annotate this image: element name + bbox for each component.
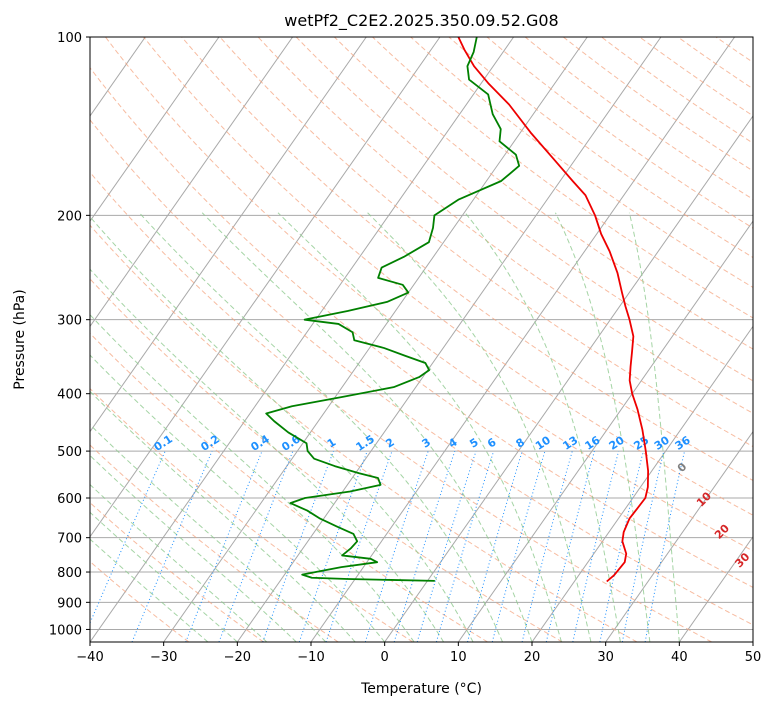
y-tick-label: 200 [57, 209, 82, 224]
dewpoint-profile-line [265, 37, 521, 582]
isotherm-line [678, 535, 753, 642]
y-axis-label: Pressure (hPa) [12, 289, 28, 389]
dry-adiabat-line [143, 37, 753, 516]
moist-adiabat-line [90, 538, 209, 642]
y-tick-label: 900 [57, 596, 82, 611]
mixing-ratio-line [218, 450, 294, 642]
moist-adiabat-line [90, 216, 474, 642]
dry-adiabat-line [295, 37, 753, 382]
plot-area: 0.10.20.40.611.523456810131620253036-100… [90, 37, 753, 642]
mixing-ratio-line [521, 450, 573, 642]
x-tick-label: 50 [745, 650, 762, 665]
isotherm-line [605, 430, 753, 642]
moist-adiabat-line [90, 511, 238, 642]
isotherm-line [90, 37, 367, 433]
isotherm-line [163, 37, 588, 642]
x-tick-label: −10 [297, 650, 324, 665]
plot-frame [89, 36, 754, 643]
mixing-ratio-lines [90, 450, 686, 642]
x-tick-label: 20 [524, 650, 541, 665]
isotherm-line [457, 220, 753, 642]
y-tick-label: 600 [57, 492, 82, 507]
dry-adiabat-line [90, 119, 753, 626]
mixing-ratio-line [644, 450, 686, 642]
isotherm-line [531, 325, 753, 642]
mixing-ratio-line [491, 450, 546, 642]
y-tick-label: 700 [57, 532, 82, 547]
dry-adiabat-line [90, 444, 339, 642]
moist-adiabat-line [201, 212, 533, 642]
dry-adiabat-line [448, 37, 753, 259]
dry-adiabat-line [90, 171, 712, 642]
moist-adiabat-line [367, 212, 592, 642]
dry-adiabat-line [524, 37, 753, 200]
dry-adiabat-line [90, 67, 753, 588]
moist-adiabat-line [628, 212, 680, 642]
moist-adiabat-line [90, 314, 415, 642]
dry-adiabat-line [90, 278, 563, 642]
moist-adiabat-lines [90, 212, 680, 642]
y-tick-label: 1000 [49, 623, 82, 638]
y-axis-ticks: 100 200 300 400 500 600 700 800 900 1000 [49, 31, 90, 638]
x-tick-label: 30 [597, 650, 614, 665]
dry-adiabat-line [219, 37, 753, 448]
x-axis-ticks: −40 −30 −20 −10 0 10 20 30 40 50 [76, 642, 761, 665]
chart-title: wetPf2_C2E2.2025.350.09.52.G08 [284, 11, 558, 31]
dry-adiabat-line [90, 501, 264, 642]
x-tick-label: 10 [450, 650, 467, 665]
isotherm-line [384, 115, 753, 642]
dry-adiabat-line [105, 37, 753, 552]
dry-adiabat-line [563, 37, 753, 172]
mixing-ratio-line [262, 450, 334, 642]
mixing-ratio-line [621, 450, 665, 642]
y-tick-label: 500 [57, 445, 82, 460]
isotherm-lines [90, 37, 753, 642]
y-tick-label: 100 [57, 31, 82, 46]
moist-adiabat-line [90, 483, 268, 642]
isotherm-line [90, 37, 294, 328]
dry-adiabat-line [90, 332, 488, 642]
isotherm-line [90, 37, 220, 223]
x-tick-label: −30 [150, 650, 177, 665]
dry-adiabat-line [372, 37, 753, 319]
moist-adiabat-line [90, 390, 356, 642]
isotherm-line [90, 37, 441, 538]
isotherm-line [310, 37, 736, 642]
y-tick-label: 800 [57, 566, 82, 581]
dry-adiabat-line [334, 37, 753, 350]
mixing-ratio-line [545, 450, 595, 642]
isobar-lines [90, 37, 753, 630]
mixing-ratio-line [131, 450, 213, 642]
x-axis-label: Temperature (°C) [360, 681, 482, 697]
isotherm-line [236, 37, 662, 642]
moist-adiabat-line [138, 212, 503, 642]
dry-adiabat-lines [90, 37, 753, 642]
y-tick-label: 300 [57, 314, 82, 329]
moist-adiabat-line [90, 268, 445, 642]
sounding-series [265, 37, 650, 583]
mixing-ratio-line [298, 450, 368, 642]
dry-adiabat-line [90, 224, 638, 642]
temperature-profile-line [457, 37, 650, 583]
y-tick-label: 400 [57, 388, 82, 403]
x-tick-label: 40 [671, 650, 688, 665]
x-tick-label: 0 [381, 650, 389, 665]
x-tick-label: −40 [76, 650, 103, 665]
moist-adiabat-line [464, 212, 621, 642]
moist-adiabat-line [90, 354, 386, 642]
x-tick-label: −20 [224, 650, 251, 665]
isotherm-line [90, 37, 515, 642]
dry-adiabat-line [90, 387, 414, 642]
mixing-ratio-line [467, 450, 523, 642]
moist-adiabat-line [90, 454, 297, 642]
